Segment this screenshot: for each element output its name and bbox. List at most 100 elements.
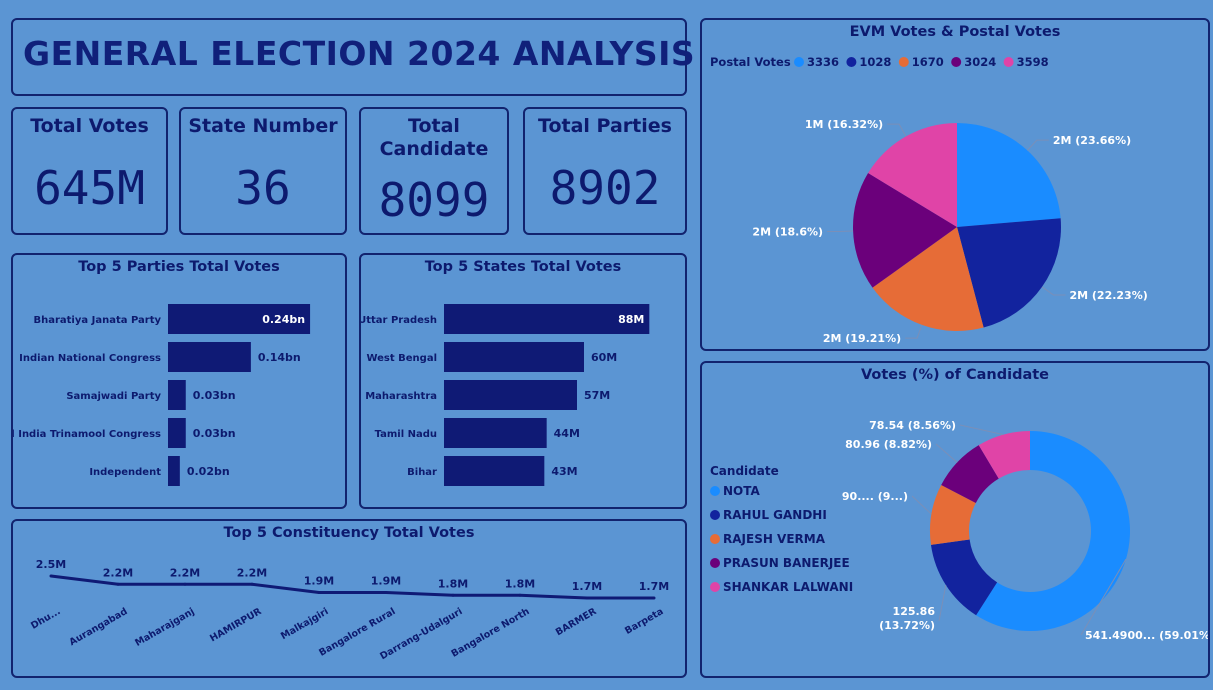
kpi-state-number[interactable]: State Number 36 — [179, 107, 347, 235]
kpi-label-line1: Total — [408, 115, 460, 137]
candidate-chart-panel[interactable]: Votes (%) of Candidate Candidate NOTA RAHU… — [700, 361, 1210, 678]
data-label: 2.2M — [170, 566, 200, 579]
bar — [444, 418, 547, 448]
data-label: 125.86 — [893, 605, 936, 618]
data-label: 1.7M — [572, 580, 602, 593]
data-label: 2M (22.23%) — [1069, 289, 1147, 302]
legend-item: RAJESH VERMA — [723, 532, 826, 546]
leader-line — [911, 495, 932, 515]
donut-slice — [930, 539, 998, 616]
leader-line — [827, 230, 854, 233]
data-label: 80.96 (8.82%) — [845, 438, 932, 451]
kpi-total-parties[interactable]: Total Parties 8902 — [523, 107, 687, 235]
states-chart-panel[interactable]: Top 5 States Total Votes Uttar Pradesh 88… — [359, 253, 687, 509]
leader-line — [959, 424, 1004, 436]
legend-item: PRASUN BANERJEE — [723, 556, 850, 570]
legend-title: Candidate — [710, 464, 779, 478]
leader-line — [1026, 139, 1049, 151]
chart-title: Votes (%) of Candidate — [860, 367, 1049, 383]
data-point — [250, 582, 254, 586]
data-point — [384, 591, 388, 594]
bar — [444, 304, 650, 334]
data-label: 0.02bn — [187, 465, 230, 478]
bar — [168, 380, 186, 410]
leader-line — [938, 584, 947, 622]
pie-slice — [957, 123, 1061, 227]
legend-item: RAHUL GANDHI — [723, 508, 827, 522]
kpi-value: 645M — [34, 161, 145, 215]
data-label: 88M — [618, 313, 644, 326]
legend-marker — [898, 57, 909, 67]
legend-title: Postal Votes — [710, 55, 791, 69]
states-bar-chart[interactable]: Uttar Pradesh 88M West Bengal 60M Maharashtr… — [361, 277, 685, 507]
pie-slice — [853, 173, 957, 288]
data-label: 1.8M — [438, 577, 468, 590]
candidate-donut-chart[interactable]: Candidate NOTA RAHUL GANDHI RAJESH VERMA PRA… — [702, 387, 1208, 677]
data-label: 1.7M — [639, 580, 669, 593]
data-label: 60M — [591, 351, 617, 364]
bar — [444, 380, 577, 410]
bar — [168, 456, 180, 486]
data-label: 2.5M — [36, 558, 66, 571]
constituency-line-chart[interactable]: 2.5M Dhu... 2.2M Aurangabad 2.2M Maharajganj 2… — [13, 543, 685, 678]
data-label: 0.03bn — [193, 427, 236, 440]
bar — [168, 418, 186, 448]
category-label: Uttar Pradesh — [361, 315, 437, 326]
kpi-label: Total Parties — [538, 115, 672, 137]
leader-line — [1041, 286, 1066, 296]
category-label: Bihar — [407, 467, 437, 478]
evm-chart-panel[interactable]: EVM Votes & Postal Votes Postal Votes 333… — [700, 18, 1210, 351]
category-label: Independent — [89, 467, 161, 478]
x-tick-label: Malkajgiri — [279, 606, 330, 642]
kpi-label: Total Candidate — [361, 115, 507, 161]
donut-slice — [941, 445, 999, 503]
x-tick-label: Barpeta — [623, 606, 665, 637]
x-tick-label: HAMIRPUR — [208, 606, 264, 645]
legend-item: 1028 — [859, 55, 891, 69]
donut-slice — [930, 485, 976, 545]
legend-marker — [794, 57, 804, 67]
data-label: (13.72%) — [879, 619, 935, 632]
legend-item: NOTA — [723, 484, 760, 498]
data-label: 43M — [551, 465, 577, 478]
legend-item: 3024 — [964, 55, 996, 69]
leader-line — [887, 123, 907, 137]
kpi-value: 8902 — [549, 161, 661, 215]
chart-title: Top 5 Constituency Total Votes — [223, 525, 475, 541]
constituency-chart-panel[interactable]: Top 5 Constituency Total Votes 2.5M Dhu..… — [11, 519, 687, 678]
category-label: Indian National Congress — [19, 353, 161, 364]
parties-bar-chart[interactable]: Bharatiya Janata Party 0.24bn Indian Natio… — [13, 277, 345, 507]
data-point — [317, 591, 321, 594]
evm-pie-chart[interactable]: Postal Votes 3336 1028 1670 3024 3598 2M (23.6… — [702, 44, 1208, 349]
chart-title: Top 5 States Total Votes — [424, 259, 622, 275]
kpi-total-candidate[interactable]: Total Candidate 8099 — [359, 107, 509, 235]
data-label: 2.2M — [103, 566, 133, 579]
legend-item: 3336 — [807, 55, 839, 69]
chart-title: EVM Votes & Postal Votes — [849, 24, 1061, 40]
legend-marker — [710, 486, 720, 496]
data-label: 1.9M — [304, 575, 334, 588]
legend-marker — [1003, 57, 1014, 67]
data-point — [451, 593, 455, 597]
category-label: Samajwadi Party — [66, 391, 161, 402]
data-label: 0.24bn — [262, 313, 305, 326]
kpi-label-line2: Candidate — [379, 138, 489, 160]
data-label: 1.9M — [371, 575, 401, 588]
parties-chart-panel[interactable]: Top 5 Parties Total Votes Bharatiya Jana… — [11, 253, 347, 509]
data-label: 90.... (9...) — [842, 490, 908, 503]
donut-slice — [976, 431, 1130, 631]
data-label: 44M — [554, 427, 580, 440]
data-point — [652, 596, 656, 600]
category-label: Maharashtra — [365, 391, 437, 402]
pie-slice — [957, 218, 1061, 328]
legend-marker — [846, 57, 857, 67]
legend-marker — [710, 510, 720, 520]
title-panel: GENERAL ELECTION 2024 ANALYSIS — [11, 18, 695, 96]
data-label: 57M — [584, 389, 610, 402]
data-label: 2.2M — [237, 566, 267, 579]
data-label: 541.4900... (59.01%) — [1085, 629, 1208, 642]
legend-item: SHANKAR LALWANI — [723, 580, 853, 594]
kpi-total-votes[interactable]: Total Votes 645M — [11, 107, 168, 235]
legend-marker — [710, 582, 720, 592]
legend-item: 3598 — [1017, 55, 1049, 69]
